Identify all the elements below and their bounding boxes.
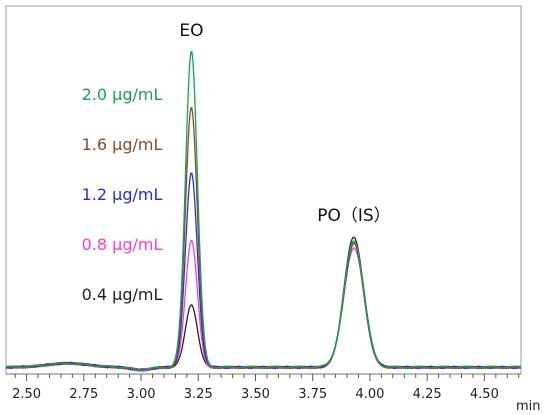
eo-peak-label: EO [179, 21, 203, 41]
series-line [5, 239, 521, 372]
x-tick-label: 2.50 [12, 387, 41, 402]
x-axis: 2.50 2.75 3.00 3.25 3.50 3.75 4.00 4.25 4.50 [6, 373, 521, 402]
x-tick-label: 4.50 [470, 387, 499, 402]
legend-entry: 0.4 µg/mL [82, 285, 163, 304]
x-tick-label: 4.00 [355, 387, 384, 402]
series-line [5, 51, 521, 372]
po-peak-label: PO（IS） [317, 206, 390, 226]
x-tick-label: 3.25 [184, 387, 213, 402]
legend-entry: 2.0 µg/mL [82, 85, 163, 104]
series-layer [5, 51, 521, 372]
x-tick-label: 3.50 [241, 387, 270, 402]
annotation-layer: EO PO（IS） 2.0 µg/mL 1.6 µg/mL 1.2 µg/mL 0.8 µ… [82, 21, 391, 304]
x-tick-label: 2.75 [69, 387, 98, 402]
legend-entry: 1.2 µg/mL [82, 185, 163, 204]
legend-entry: 1.6 µg/mL [82, 135, 163, 154]
legend-entry: 0.8 µg/mL [82, 235, 163, 254]
x-tick-label: 4.25 [413, 387, 442, 402]
x-tick-label: 3.75 [298, 387, 327, 402]
x-unit-label: min [516, 399, 541, 414]
series-line [5, 236, 521, 372]
x-tick-label: 3.00 [127, 387, 156, 402]
